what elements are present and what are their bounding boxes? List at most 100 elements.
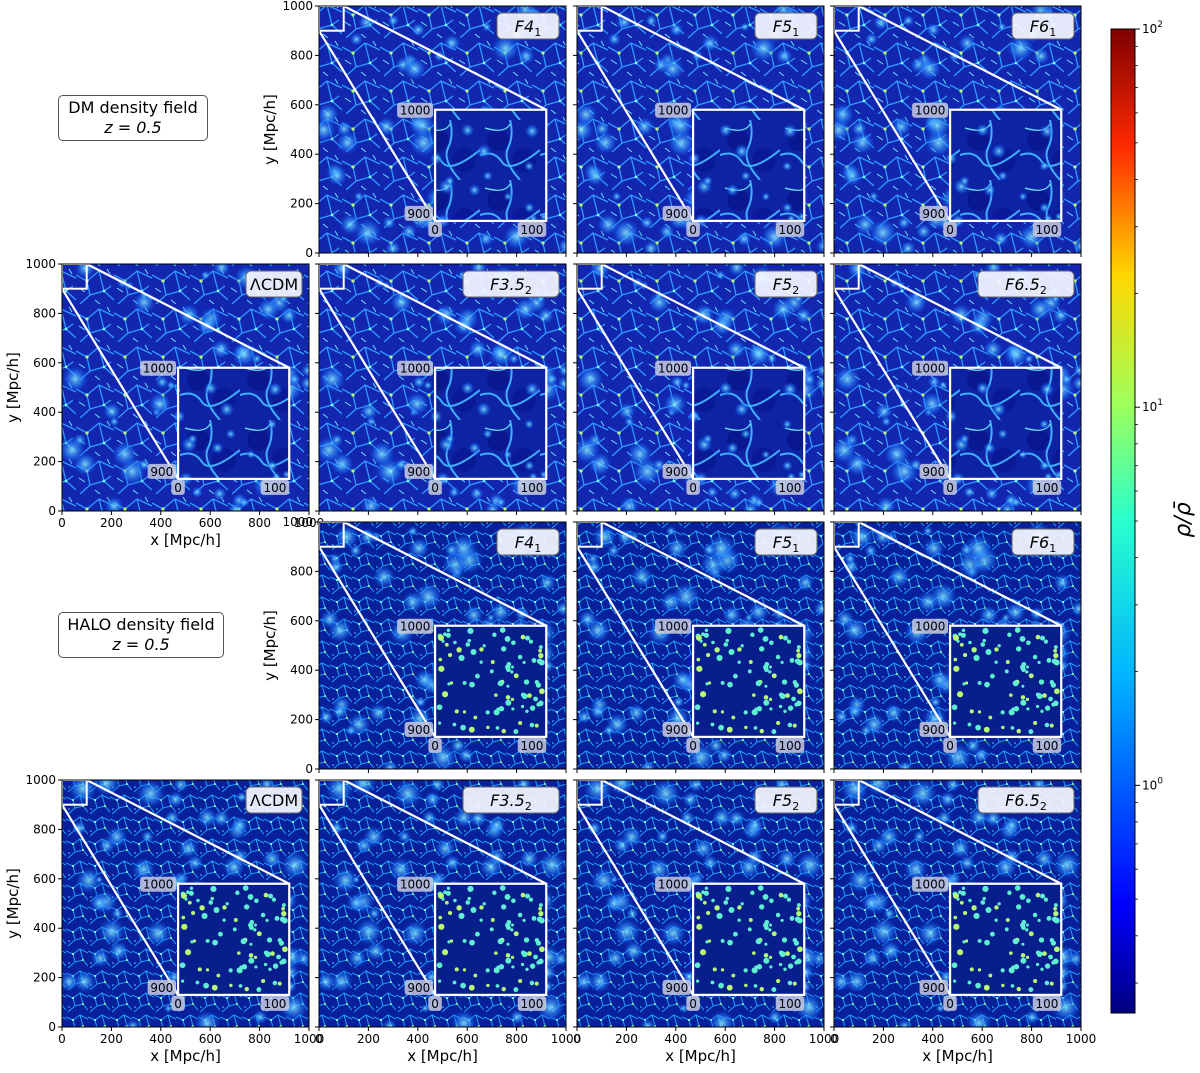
- inset-label-right-bottom: 100: [779, 997, 802, 1011]
- halo-point: [467, 627, 474, 635]
- halo-point: [511, 640, 516, 646]
- halo-point: [699, 639, 703, 643]
- model-label-box: [462, 270, 560, 298]
- colorbar-tick-base: 10: [1142, 778, 1157, 792]
- halo-point: [470, 649, 477, 656]
- zoom-inset: [948, 624, 1063, 738]
- model-name: F6.5: [1005, 791, 1040, 810]
- halo-point: [261, 978, 266, 984]
- density-clump: [210, 338, 232, 360]
- x-tick-label: 800: [248, 516, 271, 530]
- density-clump: [516, 46, 536, 66]
- inset-clump: [733, 143, 750, 160]
- inset-label-right-bottom-bg: [1032, 737, 1062, 753]
- halo-point: [522, 918, 526, 923]
- halo-point: [969, 967, 974, 972]
- halo-point: [495, 984, 500, 988]
- halo-point: [187, 900, 192, 905]
- y-axis-label: y [Mpc/h]: [4, 352, 22, 423]
- halo-point: [753, 984, 758, 988]
- halo-point: [783, 709, 787, 713]
- density-clump: [874, 401, 894, 422]
- density-clump: [665, 110, 696, 140]
- x-tick-label: 200: [100, 1032, 123, 1046]
- density-clump: [815, 363, 824, 378]
- halo-point: [1048, 696, 1053, 702]
- density-clump: [586, 820, 603, 837]
- density-clump: [349, 31, 364, 47]
- halo-point: [479, 647, 484, 652]
- halo-point: [731, 715, 736, 720]
- halo-point: [205, 938, 210, 943]
- zoom-connector-line: [601, 5, 805, 111]
- halo-point: [740, 644, 744, 648]
- inset-frame: [176, 366, 291, 480]
- halo-point: [1012, 680, 1019, 687]
- halo-point: [271, 897, 277, 902]
- halo-point: [785, 693, 790, 698]
- density-clump: [163, 1003, 174, 1014]
- colorbar-tick-label: 100: [1142, 776, 1163, 792]
- halo-point: [438, 657, 443, 662]
- inset-label-right-bottom-bg: [775, 995, 805, 1011]
- halo-point: [520, 634, 526, 640]
- inset-label-right-bottom: 100: [1036, 739, 1059, 753]
- inset-label-top-left-bg: [912, 102, 949, 118]
- inset-clump: [267, 381, 284, 398]
- halo-point: [984, 939, 990, 946]
- halo-point: [776, 978, 781, 984]
- halo-point: [756, 706, 763, 712]
- halo-point: [452, 722, 457, 727]
- colorbar-tick-label: 101: [1142, 398, 1163, 414]
- inset-label-right-bottom-bg: [775, 479, 805, 495]
- density-clump: [875, 495, 898, 511]
- halo-point: [228, 968, 233, 973]
- zoom-connector-line: [601, 263, 805, 369]
- y-tick-label: 400: [290, 663, 313, 677]
- inset-label-right-bottom: 100: [264, 481, 287, 495]
- density-clump: [591, 523, 619, 551]
- density-clump: [357, 13, 376, 32]
- inset-label-left-bottom: 0: [946, 739, 954, 753]
- density-clump: [71, 820, 88, 837]
- halo-point: [438, 665, 445, 672]
- halo-point: [281, 917, 288, 924]
- halo-point: [1025, 955, 1030, 959]
- halo-point: [188, 890, 194, 896]
- halo-point: [499, 885, 506, 891]
- halo-point: [789, 658, 795, 663]
- inset-frame: [691, 882, 806, 996]
- halo-point: [961, 628, 966, 632]
- axes-frame: [576, 521, 825, 770]
- density-clump: [319, 608, 341, 630]
- halo-point: [953, 657, 958, 662]
- density-clump: [423, 790, 442, 809]
- density-clump: [108, 416, 120, 428]
- halo-point: [222, 905, 227, 910]
- halo-point: [775, 912, 781, 918]
- density-clump: [353, 191, 365, 202]
- halo-point: [1043, 639, 1049, 644]
- halo-point: [531, 916, 537, 921]
- density-clump: [364, 939, 387, 963]
- halo-box-line2: z = 0.5: [112, 635, 170, 654]
- halo-point: [1040, 709, 1044, 713]
- colorbar-tick-exp: 2: [1157, 20, 1163, 30]
- halo-point: [785, 951, 790, 956]
- halo-point: [445, 890, 451, 896]
- density-clump: [944, 780, 961, 793]
- halo-point: [763, 957, 770, 964]
- inset-label-right-bottom-bg: [775, 221, 805, 237]
- inset-label-top-left: 1000: [658, 104, 689, 118]
- colorbar-tick-base: 10: [1142, 400, 1157, 414]
- inset-label-top-left-bg: [140, 876, 177, 892]
- halo-point: [192, 939, 197, 943]
- x-tick-label: 400: [149, 516, 172, 530]
- density-clump: [434, 837, 457, 860]
- halo-point: [980, 900, 986, 905]
- inset-clump: [1018, 191, 1028, 202]
- halo-point: [743, 968, 748, 973]
